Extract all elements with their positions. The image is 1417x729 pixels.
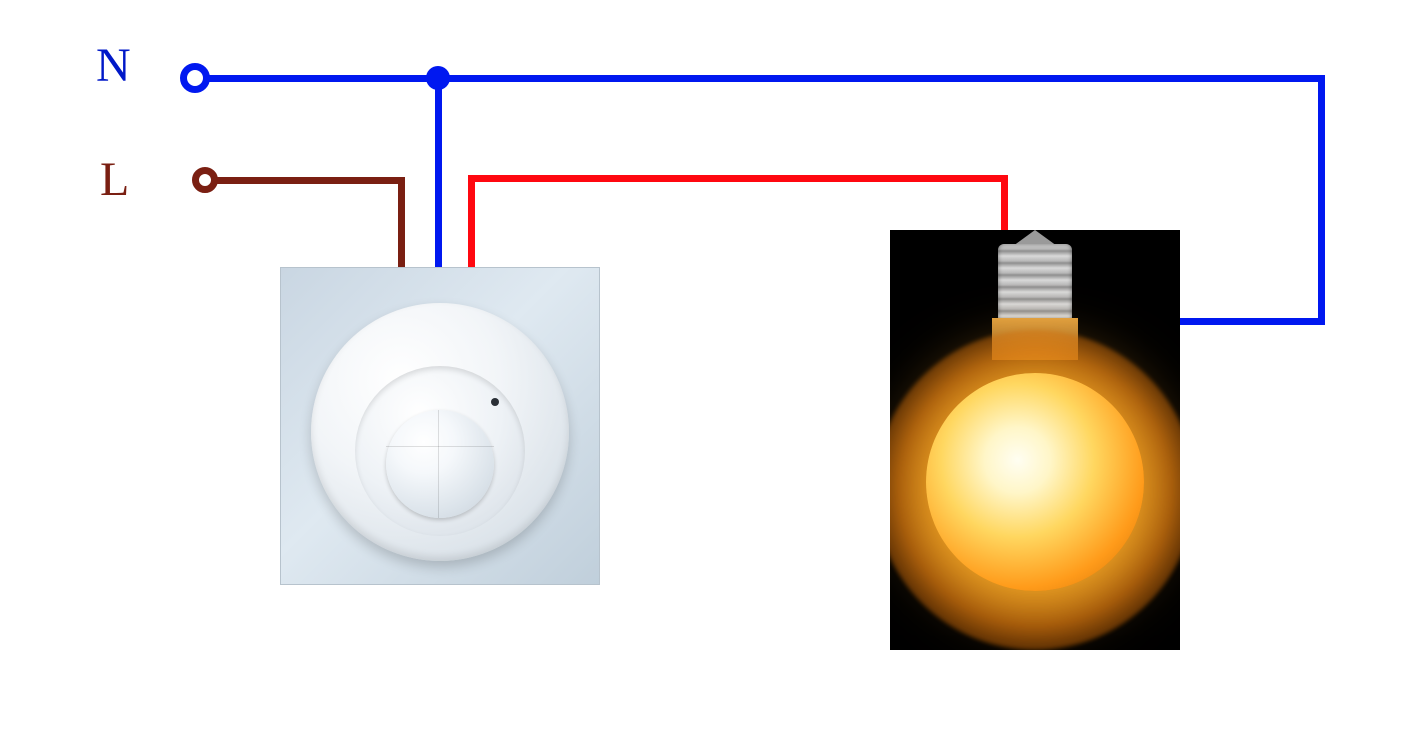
wiring-diagram: { "diagram": { "type": "wiring-diagram",… bbox=[0, 0, 1417, 729]
wire-n-tap-down bbox=[435, 78, 442, 268]
pir-motion-sensor bbox=[280, 267, 600, 585]
live-terminal bbox=[192, 167, 218, 193]
sensor-led bbox=[491, 398, 499, 406]
neutral-label: N bbox=[96, 38, 131, 93]
live-label: L bbox=[100, 152, 129, 207]
wire-l-out-up bbox=[468, 175, 475, 268]
wire-l-out-h bbox=[468, 175, 1008, 182]
neutral-junction bbox=[426, 66, 450, 90]
wire-n-main-down-right bbox=[1318, 75, 1325, 325]
wire-l-main-h bbox=[205, 177, 405, 184]
bulb-screw-base bbox=[998, 244, 1072, 320]
sensor-dome bbox=[386, 410, 494, 518]
neutral-terminal bbox=[180, 63, 210, 93]
wire-n-main-h bbox=[195, 75, 1325, 82]
light-bulb bbox=[890, 230, 1180, 650]
wire-l-down-to-sensor bbox=[398, 177, 405, 268]
bulb-glass bbox=[926, 373, 1144, 591]
